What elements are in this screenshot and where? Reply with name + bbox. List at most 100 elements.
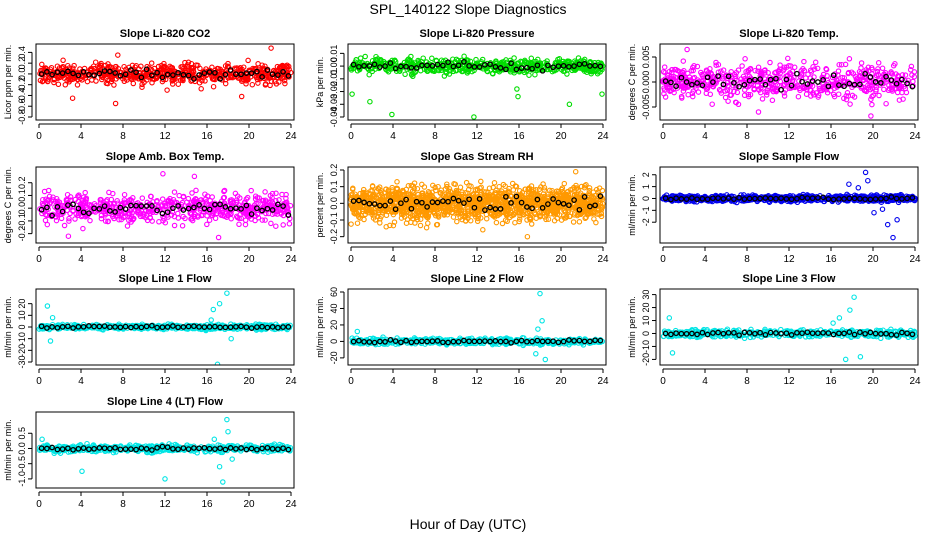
data-point	[195, 62, 201, 69]
average-point	[382, 63, 388, 69]
average-point	[503, 66, 509, 73]
data-point	[75, 198, 81, 205]
average-point	[710, 195, 716, 202]
average-point	[513, 193, 520, 200]
data-point	[839, 74, 846, 81]
data-point	[425, 192, 431, 198]
average-point	[736, 194, 742, 201]
y-axis-label: percent per min.	[315, 172, 325, 237]
data-point	[98, 212, 105, 219]
data-point	[182, 215, 188, 222]
x-tick-label: 8	[120, 131, 126, 142]
average-point	[54, 69, 61, 76]
x-tick-label: 0	[36, 254, 42, 265]
average-point	[65, 202, 71, 208]
data-point	[708, 70, 714, 77]
average-point	[820, 77, 826, 83]
data-point	[161, 201, 168, 207]
data-point	[392, 57, 398, 63]
average-point	[191, 204, 197, 211]
data-point	[246, 214, 252, 220]
data-point	[801, 84, 808, 90]
average-point	[581, 60, 588, 67]
average-point	[704, 74, 711, 81]
data-point	[117, 208, 124, 214]
data-point	[268, 220, 274, 227]
average-point	[264, 205, 271, 212]
data-point	[414, 186, 421, 192]
data-point	[521, 212, 527, 218]
average-point	[377, 202, 383, 209]
data-point	[128, 219, 134, 225]
x-tick-label: 4	[78, 254, 84, 265]
average-point	[429, 63, 436, 69]
data-point	[243, 196, 250, 202]
data-point	[179, 223, 186, 229]
data-point	[767, 59, 773, 66]
average-point	[107, 68, 113, 75]
data-point	[180, 193, 187, 200]
average-point	[170, 205, 176, 212]
x-tick-label: 0	[660, 131, 666, 142]
data-point	[378, 188, 384, 194]
data-point	[47, 66, 54, 72]
data-points	[348, 53, 606, 120]
data-point	[747, 66, 753, 73]
x-tick-label: 0	[660, 254, 666, 265]
data-point	[127, 208, 134, 214]
data-point	[819, 74, 825, 81]
data-point	[386, 192, 392, 199]
average-point	[96, 205, 103, 212]
data-point	[722, 94, 729, 101]
data-point	[84, 78, 91, 85]
data-point	[226, 209, 233, 215]
y-tick-label: 0.000	[641, 71, 651, 94]
x-axis: 0 4 8 12 16 20 24	[348, 123, 609, 142]
outlier-point	[846, 181, 852, 187]
average-point	[545, 62, 551, 69]
average-point	[413, 65, 420, 71]
average-point	[909, 83, 916, 90]
data-point	[597, 69, 603, 75]
data-point	[144, 77, 150, 83]
outlier-point	[755, 109, 762, 115]
data-point	[364, 206, 370, 213]
outlier-point	[69, 95, 76, 101]
data-point	[251, 205, 257, 212]
data-point	[145, 208, 152, 215]
data-point	[535, 193, 541, 199]
data-point	[273, 190, 279, 197]
average-point	[503, 193, 509, 200]
average-point	[424, 204, 430, 210]
data-point	[461, 53, 467, 60]
data-point	[197, 197, 204, 203]
data-point	[274, 211, 281, 217]
data-point	[870, 92, 877, 99]
data-point	[462, 190, 469, 196]
average-point	[112, 70, 118, 76]
data-point	[680, 58, 687, 64]
data-point	[772, 70, 778, 76]
data-point	[860, 77, 867, 84]
data-point	[349, 206, 356, 213]
data-point	[898, 83, 905, 89]
data-point	[550, 66, 557, 73]
data-point	[899, 89, 905, 96]
data-point	[407, 194, 413, 200]
data-point	[733, 69, 740, 76]
average-point	[788, 82, 795, 89]
data-point	[441, 205, 447, 212]
data-point	[265, 73, 271, 80]
data-point	[742, 56, 748, 62]
data-point	[82, 189, 88, 196]
outlier-point	[894, 217, 900, 223]
data-point	[777, 62, 783, 68]
data-point	[44, 221, 51, 228]
data-point	[64, 191, 71, 198]
average-point	[455, 62, 462, 69]
average-point	[424, 62, 430, 69]
average-point	[75, 72, 82, 79]
data-point	[582, 215, 588, 222]
plot-frame	[347, 166, 607, 244]
